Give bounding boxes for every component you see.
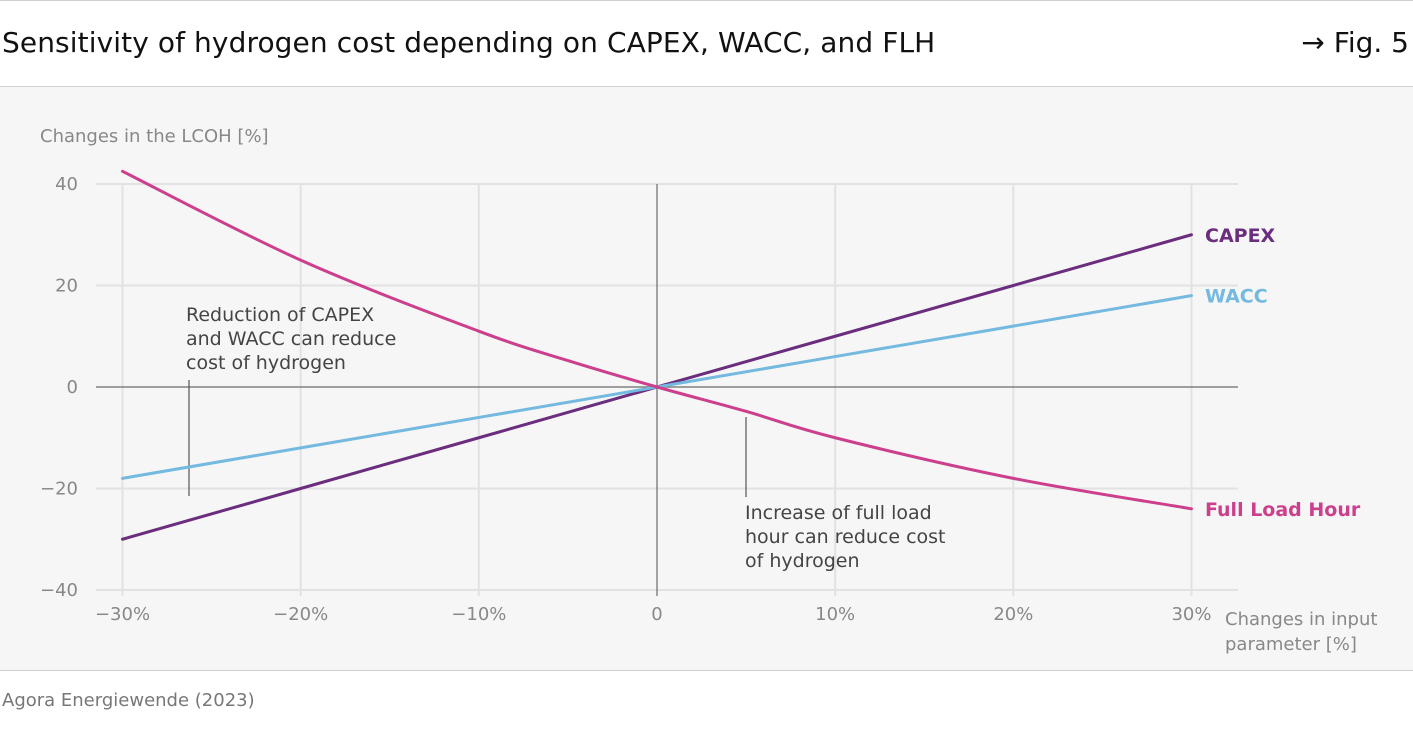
header: Sensitivity of hydrogen cost depending o… <box>0 0 1413 86</box>
axis-layer <box>96 184 1238 596</box>
series-label-wacc: WACC <box>1205 286 1268 308</box>
x-tick-label: 10% <box>815 604 855 625</box>
annotation-text: Increase of full load hour can reduce cos… <box>745 502 946 572</box>
y-tick-label: 40 <box>55 174 78 195</box>
x-axis-label-line: Changes in input <box>1225 609 1377 630</box>
y-axis-label: Changes in the LCOH [%] <box>40 126 269 147</box>
y-tick-label: −40 <box>40 580 78 601</box>
annotation-line: hour can reduce cost <box>745 526 946 548</box>
source-note: Agora Energiewende (2023) <box>2 690 255 711</box>
top-rule <box>0 0 1413 1</box>
y-tick-label: 0 <box>67 377 78 398</box>
annotation-layer: Reduction of CAPEX and WACC can reduce cos… <box>186 304 946 572</box>
series-label-capex: CAPEX <box>1205 225 1276 247</box>
x-tick-label: −10% <box>451 604 506 625</box>
annotation-line: of hydrogen <box>745 550 860 572</box>
line-chart: Changes in the LCOH [%] Reduction of CAP… <box>40 126 1377 655</box>
y-tick-label: 20 <box>55 276 78 297</box>
chart-panel: Changes in the LCOH [%] Reduction of CAP… <box>0 86 1413 671</box>
x-axis-label-line: parameter [%] <box>1225 634 1357 655</box>
tick-layer: 40 20 0 −20 −40 −30% −20% −10% 0 10% 20% 30% Changes… <box>40 174 1377 655</box>
y-tick-label: −20 <box>40 479 78 500</box>
x-tick-label: −30% <box>95 604 150 625</box>
annotation-text: Reduction of CAPEX and WACC can reduce cos… <box>186 304 396 374</box>
annotation-line: Reduction of CAPEX <box>186 304 374 326</box>
x-tick-label: 20% <box>993 604 1033 625</box>
series-layer <box>121 169 1193 541</box>
annotation-line: cost of hydrogen <box>186 352 346 374</box>
x-tick-label: −20% <box>273 604 328 625</box>
series-label-flh: Full Load Hour <box>1205 499 1361 521</box>
chart-title: Sensitivity of hydrogen cost depending o… <box>2 26 936 59</box>
x-tick-label: 0 <box>651 604 662 625</box>
annotation-line: Increase of full load <box>745 502 932 524</box>
annotation-line: and WACC can reduce <box>186 328 396 350</box>
figure-label: → Fig. 5 <box>1301 26 1409 59</box>
x-tick-label: 30% <box>1171 604 1211 625</box>
series-line-flh <box>121 169 1193 511</box>
legend-layer: CAPEX WACC Full Load Hour <box>1205 225 1361 521</box>
grid-layer <box>96 183 1238 596</box>
